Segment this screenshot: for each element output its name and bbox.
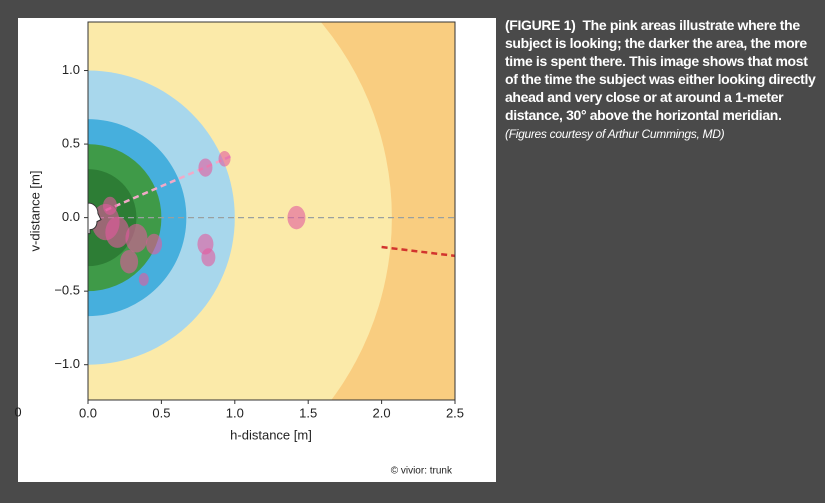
- caption-text: The pink areas illustrate where the subj…: [505, 17, 816, 123]
- y-tick-label: −0.5: [54, 283, 80, 298]
- gaze-point: [287, 205, 306, 230]
- edge-label: 0: [14, 404, 21, 419]
- gaze-point: [138, 272, 149, 286]
- credit: © vivior: trunk: [391, 466, 453, 477]
- x-axis-label: h-distance [m]: [230, 427, 312, 442]
- caption-note: (Figures courtesy of Arthur Cummings, MD…: [505, 127, 725, 141]
- gaze-point: [120, 250, 139, 274]
- gaze-point: [105, 216, 130, 248]
- gaze-point: [103, 196, 118, 215]
- x-tick-label: 1.5: [299, 405, 317, 420]
- head-icon: [88, 202, 102, 235]
- y-tick-label: 0.5: [62, 136, 80, 151]
- caption-label: (FIGURE 1): [505, 17, 576, 33]
- gaze-point: [218, 150, 231, 167]
- gaze-point: [125, 223, 148, 253]
- y-tick-label: −1.0: [54, 356, 80, 371]
- gaze-point: [198, 158, 213, 177]
- x-tick-label: 2.5: [446, 405, 464, 420]
- x-tick-label: 0.5: [152, 405, 170, 420]
- x-tick-label: 2.0: [373, 405, 391, 420]
- gaze-point: [201, 248, 216, 267]
- guide-line: [381, 245, 455, 258]
- plot-frame: [87, 21, 456, 401]
- x-tick-label: 0.0: [79, 405, 97, 420]
- y-tick-label: 0.0: [62, 209, 80, 224]
- x-tick-label: 1.0: [226, 405, 244, 420]
- gaze-point: [146, 233, 163, 255]
- plot-area: [88, 22, 455, 400]
- y-tick-label: 1.0: [62, 62, 80, 77]
- caption: (FIGURE 1) The pink areas illustrate whe…: [505, 16, 817, 143]
- y-axis-label: v-distance [m]: [27, 171, 42, 252]
